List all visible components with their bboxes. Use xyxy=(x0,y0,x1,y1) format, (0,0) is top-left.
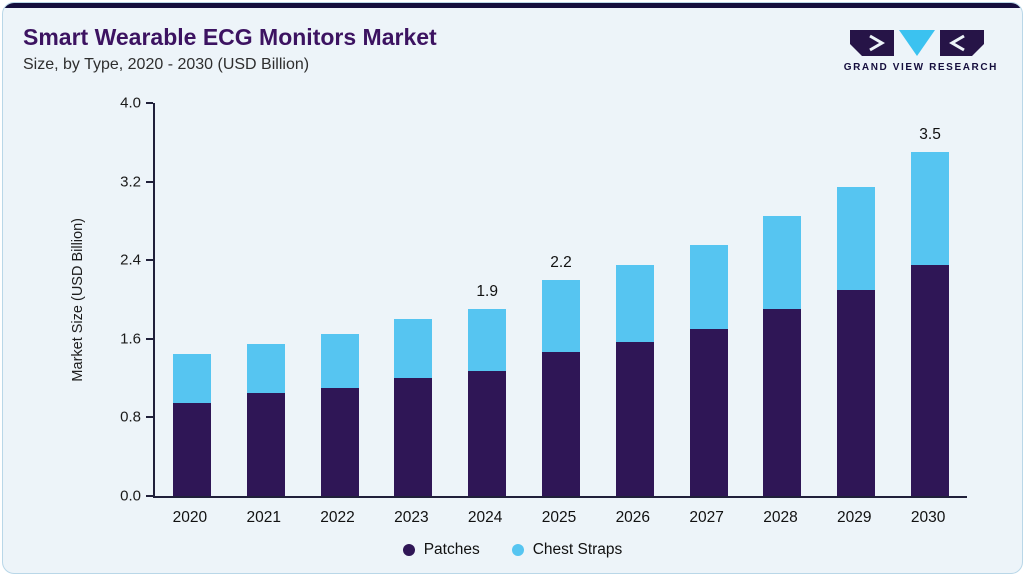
bar-2022 xyxy=(303,103,377,496)
legend-label: Chest Straps xyxy=(532,541,623,558)
bar-stack xyxy=(837,186,876,496)
x-axis-label: 2021 xyxy=(246,509,281,526)
x-axis-label: 2022 xyxy=(320,509,355,526)
x-axis-label: 2020 xyxy=(172,509,208,526)
y-tick-mark xyxy=(146,180,153,183)
bar-2026 xyxy=(598,103,672,496)
x-axis-labels: 2020 2021 2022 2023 2024 2025 2026 2027 2028 2029… xyxy=(153,509,965,527)
bar-stack xyxy=(689,245,728,496)
bar-stack xyxy=(172,353,211,496)
bar-stack xyxy=(911,152,950,496)
bar-segment-patches xyxy=(394,378,433,496)
bar-stack xyxy=(320,333,359,496)
bar-segment-chest-straps xyxy=(615,265,654,342)
x-axis-label: 2030 xyxy=(910,509,946,526)
y-tick-label: 2.4 xyxy=(120,251,141,269)
y-tick-label: 0.0 xyxy=(120,487,141,505)
bar-value-label: 3.5 xyxy=(919,126,941,144)
bar-2024: 1.9 xyxy=(450,103,524,496)
bars-layer: 1.9 2.2 3.5 xyxy=(155,103,967,496)
x-axis-label: 2023 xyxy=(394,509,429,526)
page-subtitle: Size, by Type, 2020 - 2030 (USD Billion) xyxy=(23,55,310,73)
y-tick-mark xyxy=(146,259,153,262)
legend-dot-icon xyxy=(402,544,415,556)
x-axis-label: 2029 xyxy=(837,509,872,526)
bar-segment-patches xyxy=(689,328,728,496)
bar-stack xyxy=(615,265,654,496)
bar-2029 xyxy=(819,103,893,496)
bar-stack xyxy=(541,279,580,496)
bar-segment-chest-straps xyxy=(246,343,285,393)
bar-segment-patches xyxy=(246,392,285,496)
page-title: Smart Wearable ECG Monitors Market xyxy=(23,24,437,50)
y-tick-mark xyxy=(146,416,153,419)
y-tick-mark xyxy=(146,495,153,497)
bar-2023 xyxy=(376,103,450,496)
y-tick-label: 4.0 xyxy=(120,94,141,112)
bar-2021 xyxy=(229,103,303,496)
bar-stack xyxy=(246,343,285,496)
bar-segment-chest-straps xyxy=(172,353,211,403)
x-axis-label: 2026 xyxy=(615,509,651,526)
bar-segment-chest-straps xyxy=(541,279,580,352)
bar-segment-chest-straps xyxy=(468,309,507,372)
bar-segment-patches xyxy=(763,309,802,496)
bar-2030: 3.5 xyxy=(893,103,967,496)
bar-value-label: 2.2 xyxy=(550,253,572,271)
bar-stack xyxy=(468,309,507,496)
header: Smart Wearable ECG Monitors Market Size,… xyxy=(3,8,1022,74)
title-block: Smart Wearable ECG Monitors Market Size,… xyxy=(23,24,437,74)
bar-segment-patches xyxy=(615,341,654,496)
legend-dot-icon xyxy=(511,544,524,556)
x-axis-label: 2028 xyxy=(763,509,798,526)
bar-segment-patches xyxy=(541,351,580,496)
y-tick-label: 1.6 xyxy=(120,330,141,348)
bar-segment-chest-straps xyxy=(837,186,876,290)
gvr-logo-text: GRAND VIEW RESEARCH xyxy=(843,62,998,73)
y-tick-label: 0.8 xyxy=(120,408,141,426)
plot-area: 0.0 0.8 1.6 2.4 3.2 4.0 1.9 2.2 3.5 xyxy=(120,95,967,505)
legend-item-chest-straps: Chest Straps xyxy=(511,541,623,559)
legend-label: Patches xyxy=(423,541,480,558)
y-tick-label: 3.2 xyxy=(120,173,141,191)
x-axis-label: 2024 xyxy=(467,509,503,526)
x-axis-label: 2027 xyxy=(689,509,724,526)
bar-segment-patches xyxy=(172,402,211,496)
bar-segment-chest-straps xyxy=(689,245,728,329)
bar-2027 xyxy=(672,103,746,496)
bar-segment-patches xyxy=(911,265,950,496)
bar-2020 xyxy=(155,103,229,496)
bar-segment-patches xyxy=(468,371,507,496)
bar-segment-patches xyxy=(320,387,359,496)
gvr-logo-icon xyxy=(849,30,984,56)
top-accent-bar xyxy=(3,3,1022,8)
legend: Patches Chest Straps xyxy=(3,541,1022,559)
y-tick-mark xyxy=(146,102,153,104)
bar-stack xyxy=(394,319,433,496)
y-tick-mark xyxy=(146,337,153,340)
bar-segment-patches xyxy=(837,289,876,496)
gvr-logo: GRAND VIEW RESEARCH xyxy=(844,28,998,73)
bar-segment-chest-straps xyxy=(394,319,433,379)
legend-item-patches: Patches xyxy=(402,541,480,559)
bar-segment-chest-straps xyxy=(320,333,359,388)
y-axis-title-text: Market Size (USD Billion) xyxy=(70,217,86,382)
bar-value-label: 1.9 xyxy=(476,283,498,301)
bar-segment-chest-straps xyxy=(763,216,802,310)
x-axis-label: 2025 xyxy=(541,509,577,526)
bar-segment-chest-straps xyxy=(911,152,950,266)
bar-2028 xyxy=(746,103,820,496)
bar-2025: 2.2 xyxy=(524,103,598,496)
y-axis-title: Market Size (USD Billion) xyxy=(65,103,91,496)
bar-stack xyxy=(763,216,802,496)
